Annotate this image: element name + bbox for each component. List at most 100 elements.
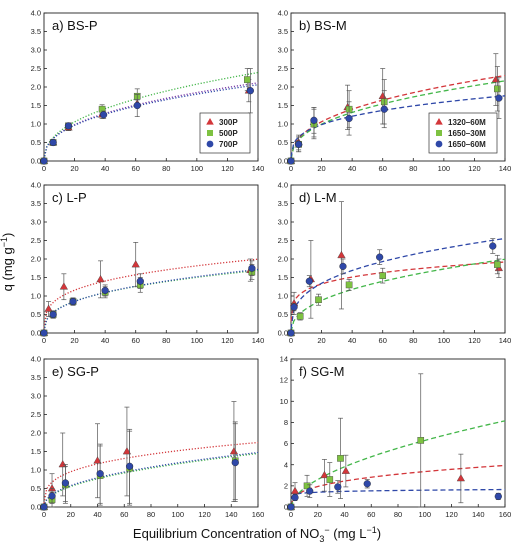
x-tick-label: 140 [252,336,265,345]
x-tick-label: 60 [367,510,375,519]
x-tick-label: 20 [70,336,78,345]
x-tick-label: 80 [147,510,155,519]
legend: 300P 500P 700P [199,112,251,154]
data-point-circle [363,480,371,488]
panel-c: 0 20 40 60 80 100 120 140 0.0 0.5 1.0 1.5 2.0 2.5 3.0 3… [31,181,265,345]
data-point-triangle [229,447,239,455]
y-tick-label: 0.0 [31,503,41,512]
x-tick-label: 100 [191,336,204,345]
data-point-square [315,296,322,304]
y-tick-label: 4 [284,460,288,469]
x-tick-label: 80 [409,336,417,345]
x-tick-label: 100 [438,164,451,173]
y-tick-label: 4.0 [31,355,41,364]
data-point-triangle [131,260,140,268]
legend-label: 300P [219,118,238,127]
fit-curve-1650–30M [290,420,506,507]
fit-curve-1320–60M [290,261,506,322]
data-point-circle [248,264,256,272]
y-tick-label: 2.5 [278,64,288,73]
y-tick-label: 0.5 [278,138,288,147]
x-tick-label: 40 [101,336,109,345]
panel-title: d) L-M [299,190,337,205]
y-tick-label: 3.5 [278,27,288,36]
data-point-circle [100,111,108,119]
data-point-square [345,281,353,289]
data-point-circle [295,140,303,148]
data-point-square [494,85,501,93]
data-point-circle [287,329,295,337]
y-tick-label: 1.0 [31,120,41,129]
data-point-circle [49,138,57,147]
data-point-triangle [337,250,346,259]
data-point-square [379,272,387,279]
fit-curve-700P [43,451,259,507]
y-tick-label: 1.5 [31,101,41,110]
y-tick-label: 2.0 [278,83,288,92]
fit-curve-700P [43,268,259,332]
data-point-triangle [456,474,466,482]
x-tick-label: 140 [472,510,485,519]
legend-label: 500P [219,129,238,138]
panels-group: 0 20 40 60 80 100 120 1400.00.51.01.52.02.53.03… [31,9,512,519]
panel-title: e) SG-P [52,364,99,379]
y-tick-label: 1.0 [278,292,288,301]
x-tick-label: 0 [42,510,46,519]
y-tick-label: 12 [280,376,288,385]
data-point-square [243,76,251,83]
fit-curve-1650–30M [290,258,506,332]
fit-curve-1650–60M [290,488,506,500]
x-tick-label: 100 [171,510,184,519]
x-tick-label: 0 [42,336,46,345]
y-tick-label: 6 [284,439,288,448]
data-point-circle [133,101,141,110]
data-point-circle [345,114,353,123]
x-tick-label: 20 [314,510,322,519]
y-axis-label: q (mg g−1) [0,233,15,292]
x-tick-label: 120 [445,510,458,519]
data-point-circle [305,277,313,285]
x-tick-label: 120 [221,336,234,345]
y-tick-label: 1.5 [31,273,41,282]
legend-label: 1650–30M [448,129,486,138]
y-tick-label: 0.5 [31,138,41,147]
x-tick-label: 60 [120,510,128,519]
data-point-circle [339,262,347,271]
panel-title: a) BS-P [52,18,98,33]
panel-f: 0 20 40 60 80 100 120 140 160 0 2 4 6 8 10 12 14 f) SG-M [280,355,512,519]
y-tick-label: 8 [284,418,288,427]
data-point-square [337,455,344,462]
y-tick-label: 0.0 [31,329,41,338]
fit-curve-1650–30M [290,80,506,160]
x-tick-label: 140 [225,510,238,519]
y-tick-label: 1.5 [278,101,288,110]
data-point-circle [287,503,295,511]
y-tick-label: 2.5 [31,236,41,245]
y-tick-label: 4.0 [278,9,288,18]
panel-e: 0 20 40 60 80 100 120 140 160 0.0 0.5 1.0 1.5 2.0 2.5 3… [31,355,265,519]
y-tick-label: 3.0 [31,392,41,401]
y-tick-label: 3.5 [278,199,288,208]
y-tick-label: 3.0 [31,46,41,55]
y-tick-label: 3.0 [278,46,288,55]
data-point-circle [306,487,314,495]
legend-marker-triangle [435,118,443,125]
panel-title: f) SG-M [299,364,345,379]
x-tick-label: 100 [191,164,204,173]
x-tick-label: 60 [132,336,140,345]
data-point-circle [494,492,502,501]
y-tick-label: 3.5 [31,27,41,36]
x-tick-label: 100 [438,336,451,345]
panel-frame [43,184,259,334]
data-point-square [296,313,304,320]
legend-marker-circle [206,140,214,148]
data-point-triangle [378,91,387,100]
data-point-triangle [58,460,67,468]
data-point-circle [334,483,342,491]
x-tick-label: 20 [70,164,78,173]
panel-frame [290,184,506,334]
data-point-circle [69,297,77,306]
x-tick-label: 120 [198,510,211,519]
panel-b: 0 20 40 60 80 100 120 140 0.0 0.5 1.0 1.5 2.0 2.5 3.0 3… [278,9,512,173]
y-tick-label: 4.0 [278,181,288,190]
